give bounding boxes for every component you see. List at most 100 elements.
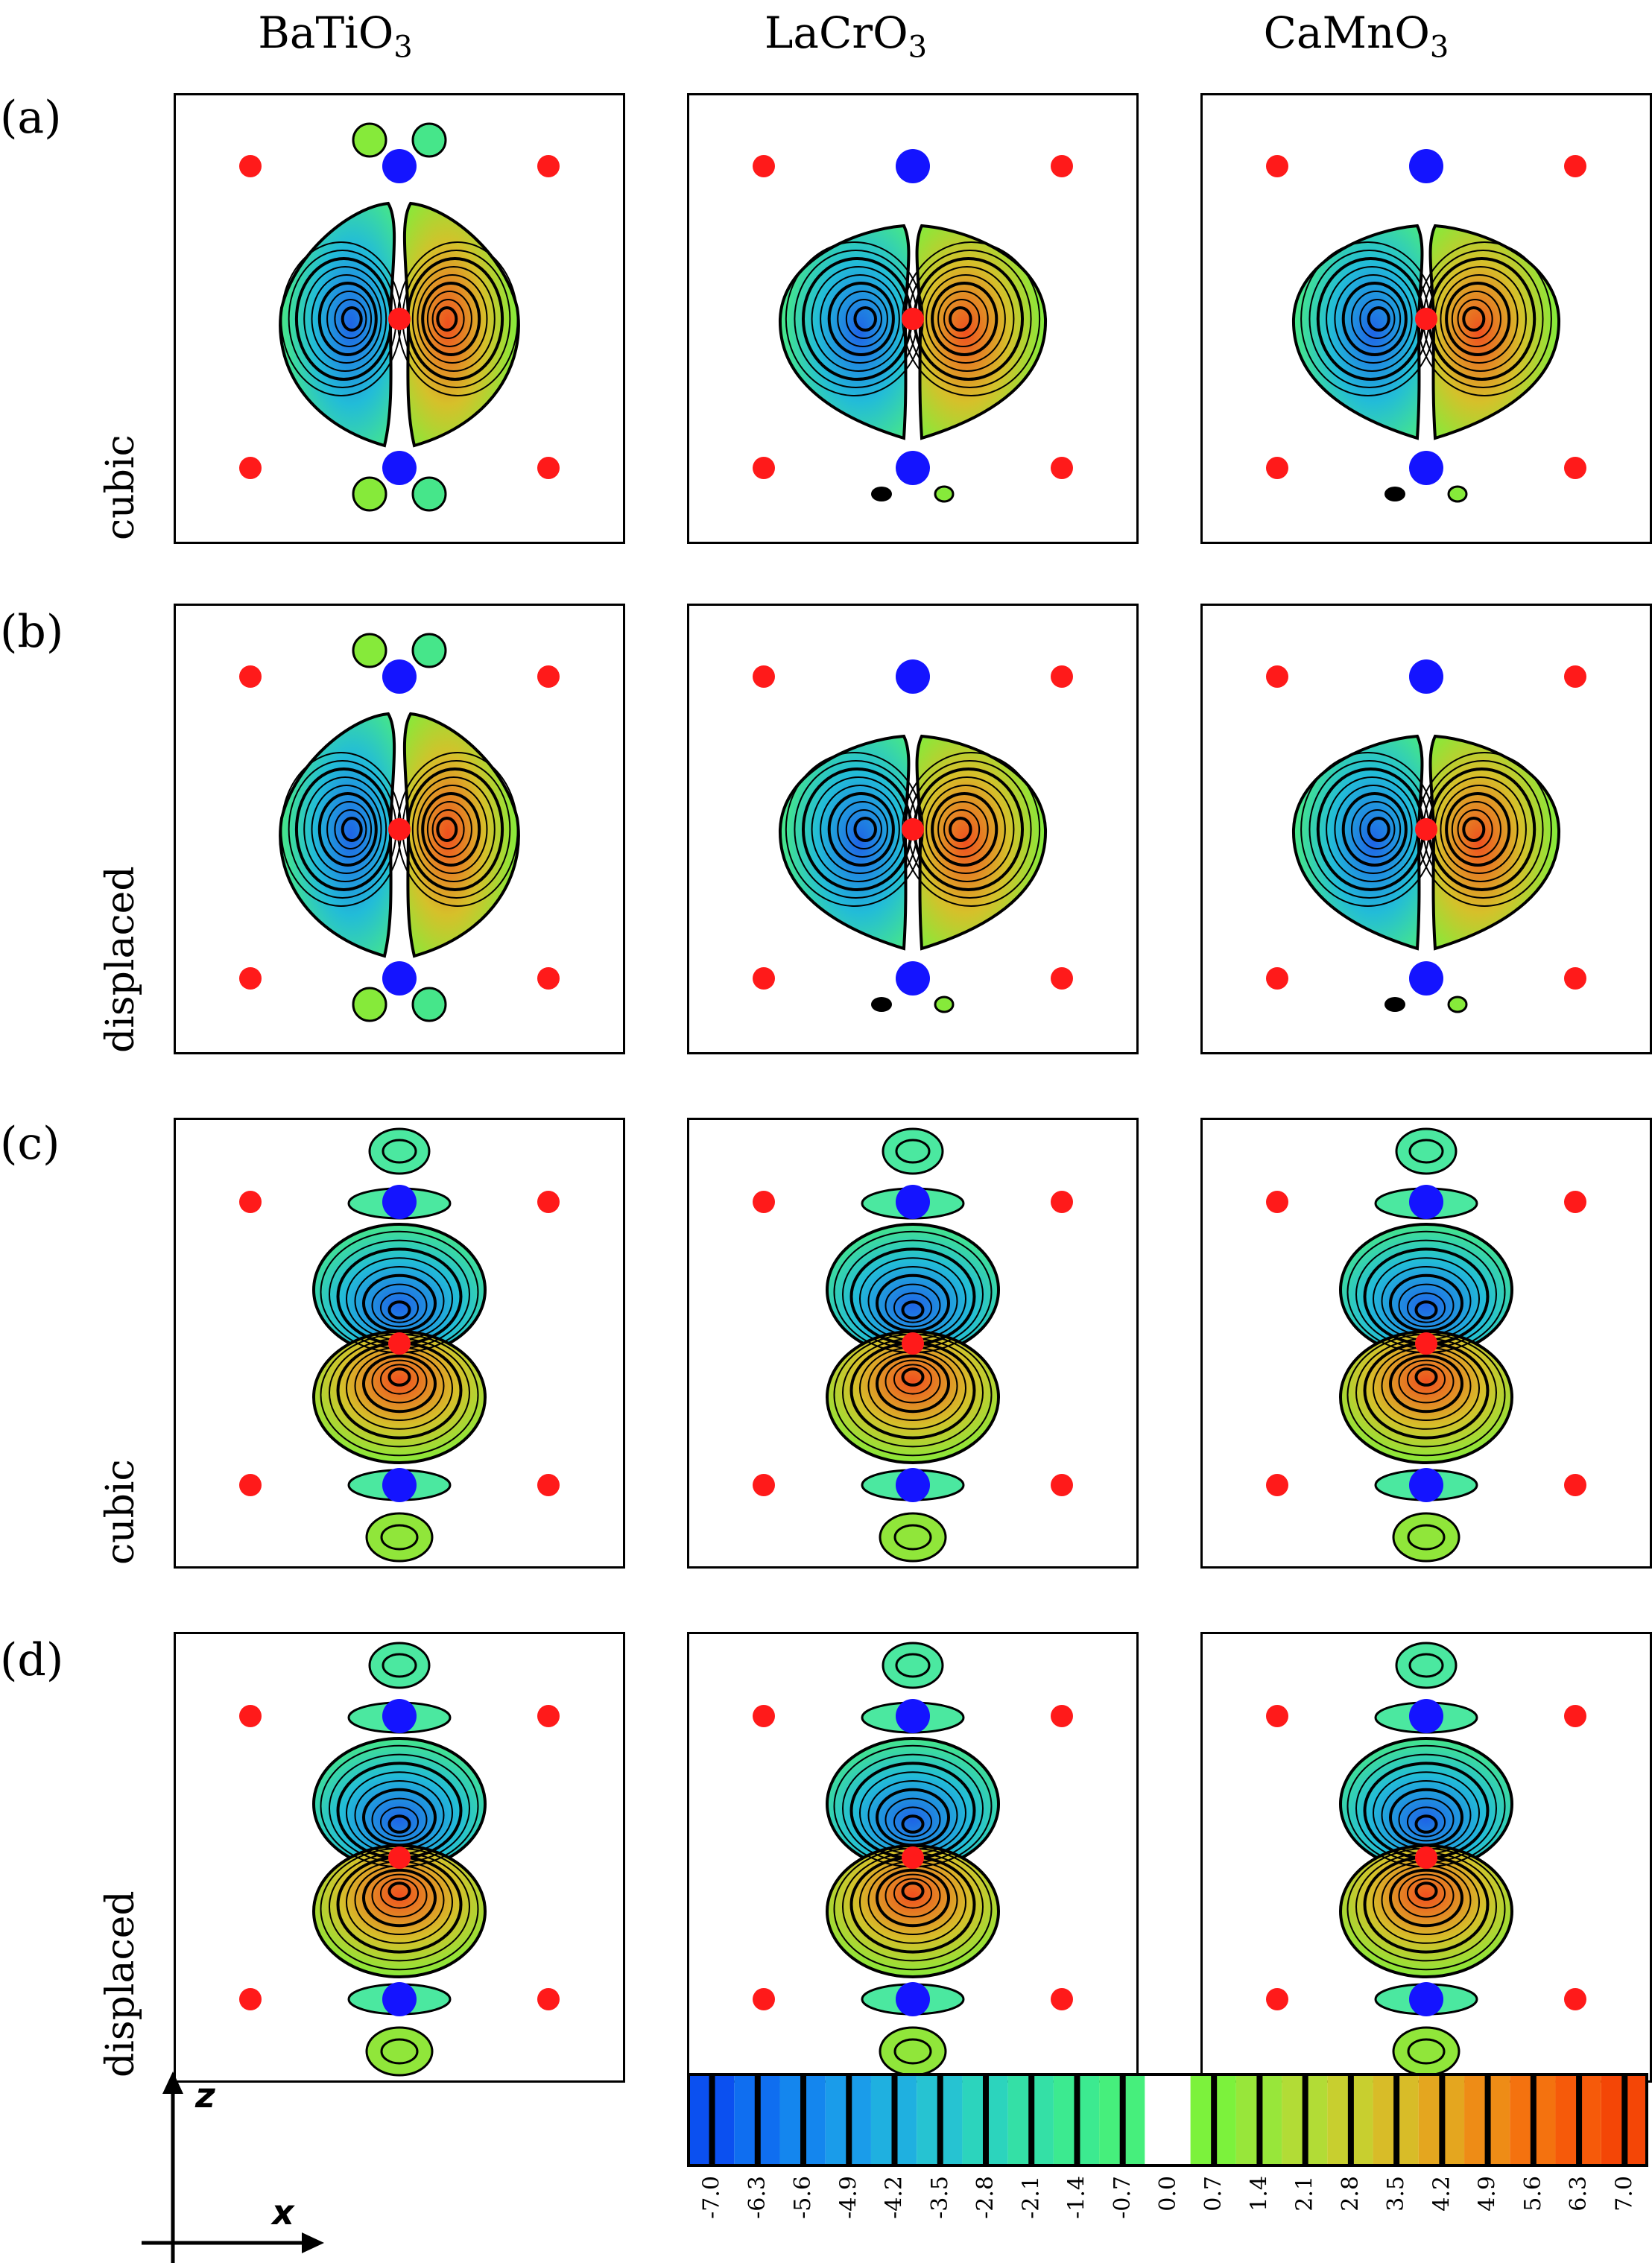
oxygen-atom — [1051, 967, 1073, 990]
cation-atom — [1409, 1185, 1443, 1219]
contour-line — [949, 817, 972, 842]
colorbar-tick-label: 1.4 — [1246, 2176, 1272, 2212]
contour-line — [362, 1273, 437, 1333]
contour-line — [876, 1354, 950, 1414]
contour-line — [1414, 1881, 1438, 1901]
positive-lobe — [915, 224, 1048, 440]
oxygen-atom — [753, 1191, 775, 1213]
oxygen-atom — [753, 1705, 775, 1727]
satellite-lobe — [411, 476, 447, 512]
cation-atom — [382, 1185, 417, 1219]
row-side-label-c: cubic — [98, 1459, 143, 1565]
contour-line — [901, 1300, 925, 1320]
contour-line — [380, 1878, 419, 1909]
contour-line — [931, 282, 999, 356]
cation-atom — [1409, 1468, 1443, 1502]
contour-line — [820, 274, 900, 364]
contour-line — [925, 785, 1006, 874]
row-side-label-b: displaced — [98, 866, 143, 1053]
row-label-a: (a) — [0, 92, 62, 144]
oxygen-atom — [239, 1474, 262, 1496]
oxygen-atom — [1564, 1705, 1586, 1727]
satellite-lobe — [352, 122, 387, 158]
colorbar-contour-mark — [1119, 2074, 1126, 2165]
column-title-subscript: 3 — [393, 30, 413, 65]
oxygen-atom — [1051, 155, 1073, 177]
contour-line — [1398, 1283, 1455, 1328]
contour-line — [1445, 792, 1511, 867]
contour-line — [341, 817, 363, 842]
contour-line — [895, 1139, 931, 1164]
column-title-base: BaTiO — [258, 7, 394, 58]
satellite-lobe — [1447, 485, 1468, 503]
colorbar-tick-label: -6.3 — [744, 2176, 770, 2219]
contour-plot — [1266, 1642, 1586, 2077]
oxygen-atom — [239, 1191, 262, 1213]
contour-line — [837, 291, 888, 347]
panel-d-camno3 — [1200, 1632, 1652, 2083]
cation-atom — [382, 659, 417, 694]
contour-line — [876, 1868, 950, 1928]
contour-line — [417, 785, 488, 874]
contour-line — [431, 299, 465, 339]
cation-atom — [896, 1982, 930, 2016]
oxygen-atom — [1564, 1988, 1586, 2010]
contour-line — [326, 801, 373, 858]
contour-line — [893, 1364, 932, 1395]
contour-plot — [239, 633, 560, 1022]
contour-line — [1414, 1814, 1438, 1834]
contour-line — [1389, 1354, 1463, 1414]
oxygen-atom — [1415, 308, 1437, 330]
satellite-lobe — [352, 987, 387, 1022]
panel-b-batio3 — [174, 604, 625, 1054]
oxygen-atom — [1266, 967, 1288, 990]
oxygen-atom — [1564, 457, 1586, 479]
contour-line — [884, 1797, 941, 1842]
satellite-lobe — [1447, 996, 1468, 1013]
colorbar-contour-mark — [1439, 2074, 1446, 2165]
contour-line — [884, 1359, 941, 1404]
colorbar-contour-mark — [1256, 2074, 1263, 2165]
contour-line — [326, 291, 373, 347]
cation-atom — [896, 1468, 930, 1502]
oxygen-atom — [1266, 457, 1288, 479]
oxygen-atom — [1051, 457, 1073, 479]
contour-line — [1445, 282, 1511, 356]
contour-line — [937, 291, 989, 347]
cation-atom — [382, 1699, 417, 1733]
oxygen-atom — [1564, 665, 1586, 688]
cation-atom — [1409, 149, 1443, 183]
colorbar: -7.0 -6.3 -5.6 -4.9 -4.2 -3.5 -2.8 -2.1 -1.4 -0.7… — [687, 2073, 1648, 2219]
contour-line — [334, 299, 367, 339]
row-label-d: (d) — [0, 1634, 64, 1686]
oxygen-atom — [1564, 967, 1586, 990]
contour-line — [1451, 801, 1501, 858]
contour-line — [1398, 1359, 1455, 1404]
colorbar-contour-mark — [1347, 2074, 1354, 2165]
cation-atom — [1409, 961, 1443, 996]
contour-line — [893, 1292, 932, 1323]
colorbar-tick-label: 4.9 — [1475, 2176, 1501, 2212]
colorbar-contour-mark — [1393, 2074, 1400, 2165]
cation-atom — [382, 149, 417, 183]
contour-plot — [239, 122, 560, 512]
contour-line — [303, 776, 387, 882]
contour-line — [1407, 2038, 1446, 2065]
colorbar-contour-mark — [1530, 2074, 1537, 2165]
contour-plot — [753, 1127, 1073, 1563]
panel-a-lacro3 — [687, 93, 1139, 544]
contour-line — [876, 1273, 950, 1333]
colorbar-tick-label: 3.5 — [1383, 2176, 1409, 2212]
cation-atom — [1409, 659, 1443, 694]
negative-lobe — [778, 734, 911, 951]
oxygen-atom — [902, 818, 924, 841]
contour-line — [845, 299, 882, 339]
oxygen-atom — [537, 1191, 560, 1213]
colorbar-tick-label: -5.6 — [790, 2176, 816, 2219]
contour-line — [1440, 274, 1519, 364]
colorbar-contour-mark — [1621, 2074, 1628, 2165]
oxygen-atom — [537, 967, 560, 990]
contour-line — [1367, 306, 1390, 332]
row-side-label-a: cubic — [98, 434, 143, 540]
contour-line — [341, 306, 363, 332]
